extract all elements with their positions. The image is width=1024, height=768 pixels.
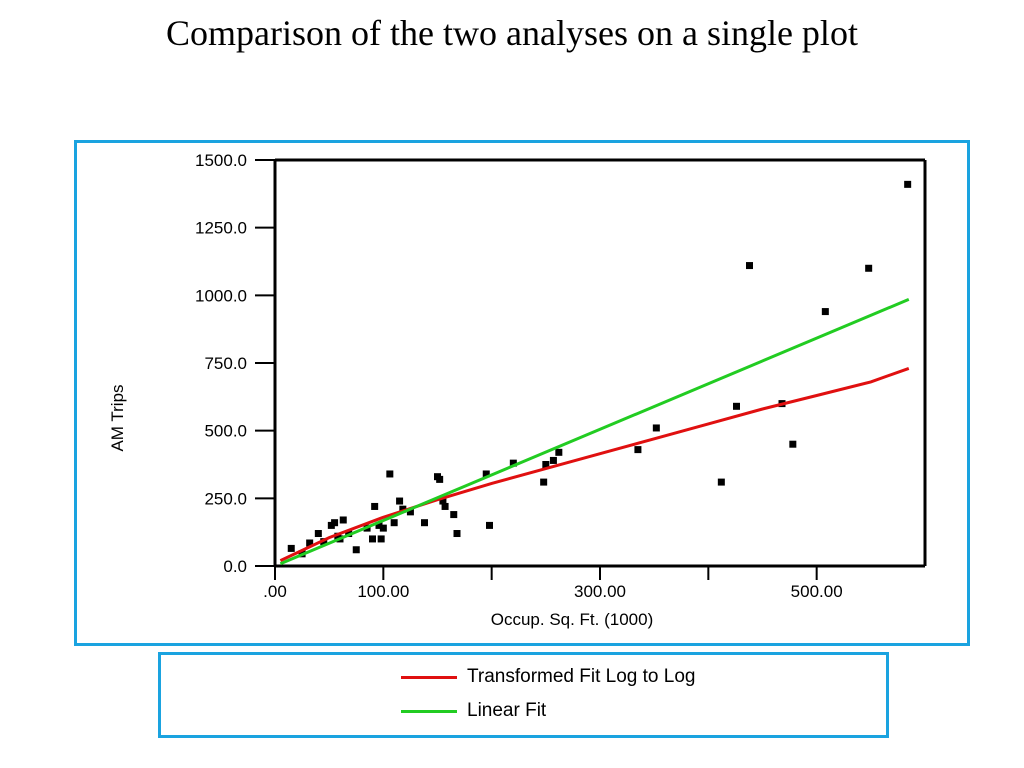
- y-tick-label: 500.0: [204, 422, 247, 441]
- y-tick-label: 1000.0: [195, 286, 247, 305]
- linear-fit-line: [279, 298, 910, 566]
- legend-swatch-red: [401, 675, 457, 679]
- legend-label: Linear Fit: [467, 700, 547, 721]
- y-tick-label: 250.0: [204, 489, 247, 508]
- data-point: [542, 461, 550, 468]
- data-point: [314, 530, 322, 538]
- data-point: [865, 264, 873, 272]
- data-point: [306, 539, 314, 547]
- data-point: [634, 446, 642, 454]
- data-point: [369, 535, 376, 543]
- data-point: [352, 546, 360, 554]
- x-tick-label: 500.00: [791, 582, 843, 601]
- legend: Transformed Fit Log to Log Linear Fit: [158, 652, 889, 738]
- fit-layer: [279, 298, 910, 566]
- slide-title: Comparison of the two analyses on a sing…: [166, 13, 858, 53]
- scatter-chart: 0.0 250.0 500.0 750.0 1000.0 1250.0 1500.0 .00 1…: [108, 151, 927, 629]
- plot-frame: 0.0 250.0 500.0 750.0 1000.0 1250.0 1500.0 .00 1…: [74, 140, 970, 646]
- data-point: [287, 544, 295, 552]
- x-axis-label: Occup. Sq. Ft. (1000): [491, 610, 654, 629]
- data-point: [733, 402, 740, 410]
- data-point: [390, 519, 398, 527]
- legend-label: Transformed Fit Log to Log: [467, 666, 696, 687]
- data-point: [453, 530, 461, 538]
- marks-layer: [287, 180, 912, 558]
- data-point: [339, 516, 347, 524]
- x-tick-label: 100.00: [357, 582, 409, 601]
- legend-item-linear-fit: Linear Fit: [401, 699, 546, 723]
- data-point: [379, 524, 387, 532]
- data-point: [436, 475, 444, 483]
- axes-layer: 0.0 250.0 500.0 750.0 1000.0 1250.0 1500.0 .00 1…: [195, 151, 927, 601]
- data-point: [549, 456, 557, 464]
- x-tick-label: 300.00: [574, 582, 626, 601]
- data-point: [399, 505, 407, 513]
- data-point: [746, 262, 753, 270]
- data-point: [652, 424, 660, 432]
- data-point: [421, 519, 428, 527]
- data-point: [450, 511, 458, 519]
- data-point: [540, 478, 548, 486]
- x-tick-label: .00: [263, 582, 287, 601]
- data-point: [441, 502, 449, 510]
- data-point: [371, 502, 379, 510]
- data-point: [904, 180, 912, 188]
- data-point: [509, 459, 517, 467]
- data-point: [821, 308, 829, 316]
- y-axis-label: AM Trips: [108, 384, 127, 451]
- data-point: [789, 440, 797, 448]
- y-tick-label: 1250.0: [195, 219, 247, 238]
- data-point: [406, 508, 414, 516]
- data-point: [331, 519, 339, 527]
- data-point: [377, 535, 385, 543]
- y-tick-label: 1500.0: [195, 151, 247, 170]
- data-point: [396, 497, 404, 505]
- data-point: [375, 521, 383, 529]
- legend-item-transformed-fit: Transformed Fit Log to Log: [401, 665, 695, 689]
- y-tick-label: 0.0: [223, 557, 247, 576]
- y-tick-label: 750.0: [204, 354, 247, 373]
- data-point: [717, 478, 725, 486]
- transformed-fit-line: [279, 366, 910, 562]
- data-point: [439, 497, 447, 505]
- legend-swatch-green: [401, 709, 457, 713]
- data-point: [482, 470, 490, 478]
- data-point: [555, 448, 563, 456]
- data-point: [386, 470, 394, 478]
- data-point: [486, 521, 493, 529]
